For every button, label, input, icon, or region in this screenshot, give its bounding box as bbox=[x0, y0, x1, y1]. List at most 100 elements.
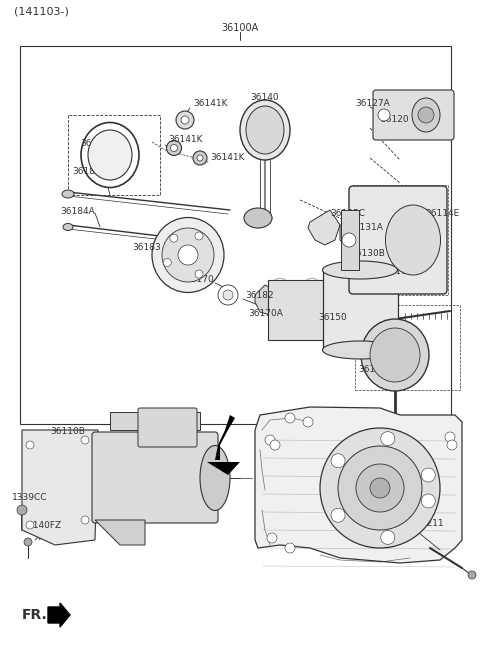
Text: 1339CC: 1339CC bbox=[12, 493, 48, 501]
Ellipse shape bbox=[197, 155, 203, 161]
Text: 36127A: 36127A bbox=[355, 99, 390, 108]
Text: FR.: FR. bbox=[22, 608, 48, 622]
Polygon shape bbox=[340, 225, 358, 248]
Polygon shape bbox=[308, 210, 340, 245]
FancyBboxPatch shape bbox=[92, 432, 218, 523]
Circle shape bbox=[81, 516, 89, 524]
Ellipse shape bbox=[246, 106, 284, 154]
Circle shape bbox=[421, 494, 435, 508]
Ellipse shape bbox=[181, 116, 189, 124]
Text: 36141K: 36141K bbox=[210, 154, 244, 162]
Circle shape bbox=[195, 232, 203, 240]
Text: 36141K: 36141K bbox=[193, 99, 228, 108]
Text: 36181B: 36181B bbox=[72, 168, 107, 177]
Circle shape bbox=[331, 454, 345, 468]
Ellipse shape bbox=[323, 261, 397, 279]
Circle shape bbox=[356, 464, 404, 512]
Polygon shape bbox=[22, 430, 98, 545]
Circle shape bbox=[265, 435, 275, 445]
Ellipse shape bbox=[81, 122, 139, 187]
Ellipse shape bbox=[361, 319, 429, 391]
Text: 36130B: 36130B bbox=[350, 248, 385, 258]
Text: 36211: 36211 bbox=[415, 520, 444, 528]
Polygon shape bbox=[95, 520, 145, 545]
Circle shape bbox=[170, 234, 178, 242]
Circle shape bbox=[468, 571, 476, 579]
Text: 36182: 36182 bbox=[245, 292, 274, 300]
Polygon shape bbox=[207, 462, 240, 475]
Bar bbox=[20, 46, 451, 424]
Text: 36100A: 36100A bbox=[221, 23, 259, 33]
Circle shape bbox=[163, 258, 171, 267]
Circle shape bbox=[17, 505, 27, 515]
Bar bbox=[110, 412, 200, 430]
Circle shape bbox=[24, 538, 32, 546]
Circle shape bbox=[26, 521, 34, 529]
Polygon shape bbox=[215, 415, 235, 460]
Text: 36110B: 36110B bbox=[50, 428, 85, 436]
Circle shape bbox=[445, 432, 455, 442]
Text: 36170: 36170 bbox=[185, 275, 214, 284]
Circle shape bbox=[195, 270, 203, 278]
Ellipse shape bbox=[370, 328, 420, 382]
Text: 36131A: 36131A bbox=[348, 223, 383, 233]
Circle shape bbox=[178, 245, 198, 265]
Ellipse shape bbox=[63, 223, 73, 231]
Ellipse shape bbox=[193, 151, 207, 165]
Text: 36114E: 36114E bbox=[425, 208, 459, 217]
Circle shape bbox=[303, 417, 313, 427]
Ellipse shape bbox=[88, 130, 132, 180]
Circle shape bbox=[418, 107, 434, 123]
Text: 1140FZ: 1140FZ bbox=[28, 520, 62, 530]
Circle shape bbox=[331, 509, 345, 522]
Text: 36140: 36140 bbox=[250, 93, 278, 102]
Circle shape bbox=[267, 533, 277, 543]
Ellipse shape bbox=[200, 445, 230, 510]
Text: 36120: 36120 bbox=[380, 116, 408, 124]
Text: 36135C: 36135C bbox=[330, 208, 365, 217]
Text: 36141K: 36141K bbox=[168, 135, 203, 145]
Circle shape bbox=[285, 413, 295, 423]
Text: 36110: 36110 bbox=[378, 267, 407, 277]
Circle shape bbox=[81, 436, 89, 444]
Text: 36170A: 36170A bbox=[248, 309, 283, 317]
Text: (141103-): (141103-) bbox=[14, 7, 69, 17]
Bar bbox=[323, 270, 398, 350]
Circle shape bbox=[381, 530, 395, 545]
Ellipse shape bbox=[167, 141, 181, 156]
Bar bbox=[341, 210, 359, 270]
Text: 36139: 36139 bbox=[80, 139, 109, 148]
Bar bbox=[353, 185, 448, 295]
Ellipse shape bbox=[176, 111, 194, 129]
Circle shape bbox=[421, 468, 435, 482]
Ellipse shape bbox=[152, 217, 224, 292]
Ellipse shape bbox=[240, 100, 290, 160]
FancyBboxPatch shape bbox=[349, 186, 447, 294]
Text: 36184A: 36184A bbox=[60, 206, 95, 215]
Ellipse shape bbox=[170, 145, 178, 152]
Circle shape bbox=[338, 446, 422, 530]
Ellipse shape bbox=[244, 208, 272, 228]
Polygon shape bbox=[255, 285, 280, 315]
Ellipse shape bbox=[162, 228, 214, 282]
Circle shape bbox=[320, 428, 440, 548]
Circle shape bbox=[26, 441, 34, 449]
Circle shape bbox=[381, 432, 395, 445]
Circle shape bbox=[378, 109, 390, 121]
Ellipse shape bbox=[385, 205, 441, 275]
Ellipse shape bbox=[62, 190, 74, 198]
Circle shape bbox=[270, 440, 280, 450]
Circle shape bbox=[370, 478, 390, 498]
FancyBboxPatch shape bbox=[373, 90, 454, 140]
Polygon shape bbox=[255, 407, 462, 563]
Circle shape bbox=[342, 233, 356, 247]
Bar bbox=[268, 280, 340, 340]
FancyBboxPatch shape bbox=[138, 408, 197, 447]
Circle shape bbox=[285, 543, 295, 553]
Text: 36183: 36183 bbox=[132, 244, 161, 252]
Circle shape bbox=[447, 440, 457, 450]
Text: 36146A: 36146A bbox=[358, 365, 393, 374]
Circle shape bbox=[223, 290, 233, 300]
Polygon shape bbox=[48, 603, 70, 627]
Ellipse shape bbox=[323, 341, 397, 359]
